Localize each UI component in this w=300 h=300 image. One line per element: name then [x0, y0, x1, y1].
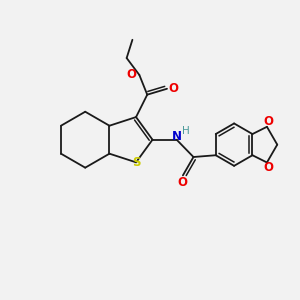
- Text: H: H: [182, 126, 189, 136]
- Text: O: O: [126, 68, 136, 81]
- Text: O: O: [263, 115, 273, 128]
- Text: N: N: [172, 130, 182, 143]
- Text: O: O: [263, 161, 273, 174]
- Text: S: S: [132, 156, 141, 170]
- Text: O: O: [177, 176, 187, 189]
- Text: O: O: [169, 82, 178, 95]
